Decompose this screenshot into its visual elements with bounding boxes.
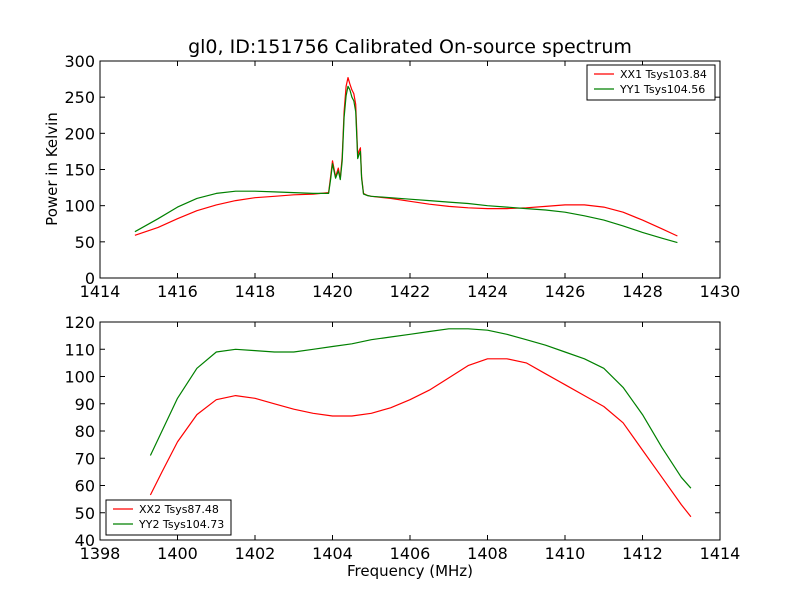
top-chart-xtick-label-2: 1418 [235, 282, 276, 301]
bottom-chart-xtick-label-2: 1402 [235, 544, 276, 563]
bottom-chart: Frequency (MHz) 1398 1400 1402 1404 1406 1408… [64, 313, 740, 580]
top-chart-legend-box [586, 64, 716, 101]
bottom-chart-xtick-label-8: 1414 [700, 544, 741, 563]
bottom-chart-plot-area [149, 328, 692, 518]
bottom-chart-xlabel: Frequency (MHz) [347, 562, 473, 580]
bottom-chart-ytick-label-3: 70 [75, 449, 95, 468]
top-chart-plot-area [134, 77, 678, 244]
top-chart-ytick-label-6: 300 [64, 52, 95, 71]
top-chart-frame [99, 60, 721, 279]
bottom-chart-legend: XX2 Tsys87.48 YY2 Tsys104.73 [105, 499, 232, 536]
bottom-chart-ytick-label-8: 120 [64, 313, 95, 332]
bottom-chart-xtick-label-0: 1398 [80, 544, 121, 563]
bottom-chart-ytick-label-5: 90 [75, 395, 95, 414]
top-chart-xtick-label-0: 1414 [80, 282, 121, 301]
bottom-chart-series-line-0 [149, 358, 692, 518]
bottom-chart-ytick-label-7: 110 [64, 340, 95, 359]
bottom-chart-xtick-label-5: 1408 [467, 544, 508, 563]
top-chart-series-line-1 [134, 85, 678, 244]
bottom-chart-series-line-1 [149, 328, 692, 489]
top-chart-xtick-label-1: 1416 [157, 282, 198, 301]
top-chart-ytick-label-5: 250 [64, 88, 95, 107]
bottom-chart-frame [99, 321, 721, 541]
top-chart-legend-label-1: YY1 Tsys104.56 [619, 83, 705, 96]
top-chart: gl0, ID:151756 Calibrated On-source spec… [43, 36, 740, 301]
top-chart-ytick-label-1: 50 [75, 233, 95, 252]
top-chart-xtick-label-5: 1424 [467, 282, 508, 301]
bottom-chart-legend-label-0: XX2 Tsys87.48 [139, 503, 219, 516]
bottom-chart-xtick-label-6: 1410 [545, 544, 586, 563]
bottom-chart-ytick-label-6: 100 [64, 368, 95, 387]
bottom-chart-legend-box [105, 499, 232, 536]
bottom-chart-xtick-label-3: 1404 [312, 544, 353, 563]
bottom-chart-ytick-label-2: 60 [75, 477, 95, 496]
top-chart-ylabel: Power in Kelvin [43, 112, 61, 226]
top-chart-ytick-label-4: 200 [64, 124, 95, 143]
top-chart-legend: XX1 Tsys103.84 YY1 Tsys104.56 [586, 64, 716, 101]
bottom-chart-ytick-label-0: 40 [75, 531, 95, 550]
top-chart-xtick-label-4: 1422 [390, 282, 431, 301]
bottom-chart-xtick-label-7: 1412 [622, 544, 663, 563]
top-chart-ytick-label-2: 100 [64, 197, 95, 216]
bottom-chart-legend-label-1: YY2 Tsys104.73 [138, 518, 224, 531]
top-chart-xtick-label-8: 1430 [700, 282, 741, 301]
bottom-chart-xtick-label-1: 1400 [157, 544, 198, 563]
bottom-chart-ytick-label-1: 50 [75, 504, 95, 523]
top-chart-series-line-0 [134, 77, 678, 237]
top-chart-ticks: 1414 1416 1418 1420 1422 1424 1426 1428 1430 0 50 1… [64, 52, 740, 301]
top-chart-xtick-label-6: 1426 [545, 282, 586, 301]
top-chart-xtick-label-3: 1420 [312, 282, 353, 301]
top-chart-title: gl0, ID:151756 Calibrated On-source spec… [188, 36, 632, 58]
bottom-chart-ticks: 1398 1400 1402 1404 1406 1408 1410 1412 1414 40 50… [64, 313, 740, 563]
top-chart-legend-label-0: XX1 Tsys103.84 [620, 68, 707, 81]
top-chart-ytick-label-0: 0 [85, 269, 95, 288]
top-chart-xtick-label-7: 1428 [622, 282, 663, 301]
bottom-chart-ytick-label-4: 80 [75, 422, 95, 441]
bottom-chart-xtick-label-4: 1406 [390, 544, 431, 563]
top-chart-ytick-label-3: 150 [64, 161, 95, 180]
